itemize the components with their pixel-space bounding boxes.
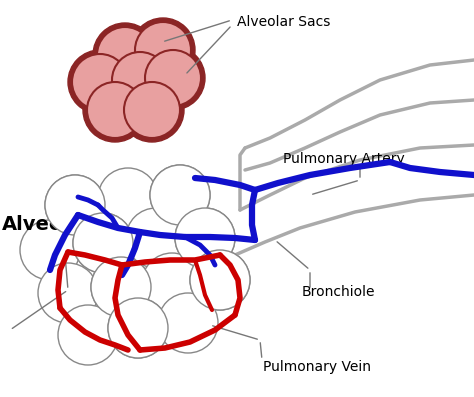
Circle shape (108, 298, 168, 358)
Circle shape (126, 208, 186, 268)
Circle shape (91, 257, 151, 317)
Text: Bronchiole: Bronchiole (302, 285, 375, 299)
Circle shape (158, 293, 218, 353)
Circle shape (175, 208, 235, 268)
Circle shape (190, 250, 250, 310)
Text: Alveolar Sacs: Alveolar Sacs (237, 15, 330, 29)
Circle shape (73, 213, 133, 273)
Circle shape (141, 46, 205, 110)
Circle shape (108, 48, 172, 112)
Circle shape (45, 175, 105, 235)
Circle shape (97, 27, 153, 83)
Text: Pulmonary Vein: Pulmonary Vein (263, 360, 371, 374)
Circle shape (150, 165, 210, 225)
Circle shape (45, 175, 105, 235)
Circle shape (124, 82, 180, 138)
Circle shape (98, 168, 158, 228)
Circle shape (150, 165, 210, 225)
Circle shape (112, 52, 168, 108)
Circle shape (38, 263, 98, 323)
Circle shape (131, 18, 195, 82)
Circle shape (87, 82, 143, 138)
Circle shape (108, 298, 168, 358)
Circle shape (58, 305, 118, 365)
Circle shape (142, 253, 202, 313)
Circle shape (145, 50, 201, 106)
Circle shape (91, 257, 151, 317)
Circle shape (73, 213, 133, 273)
Text: Alveoli: Alveoli (2, 216, 77, 235)
Circle shape (175, 208, 235, 268)
Text: Pulmonary Artery: Pulmonary Artery (283, 152, 405, 166)
Circle shape (20, 220, 80, 280)
Circle shape (120, 78, 184, 142)
Circle shape (93, 23, 157, 87)
Circle shape (68, 50, 132, 114)
Circle shape (190, 250, 250, 310)
Circle shape (135, 22, 191, 78)
Circle shape (83, 78, 147, 142)
Circle shape (72, 54, 128, 110)
